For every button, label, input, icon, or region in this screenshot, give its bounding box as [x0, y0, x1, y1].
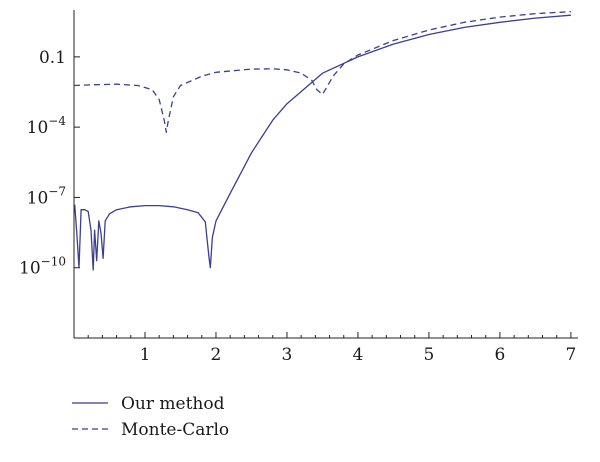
axes — [73, 10, 578, 339]
legend: Our method Monte-Carlo — [72, 394, 229, 440]
y-tick-label: 10−7 — [27, 184, 66, 208]
y-tick-label: 0.1 — [39, 48, 66, 68]
y-tick-label: 10−4 — [27, 114, 67, 138]
x-tick-label: 4 — [353, 345, 364, 365]
legend-label: Monte-Carlo — [121, 420, 229, 440]
x-tick-label: 3 — [282, 345, 293, 365]
x-tick-label: 2 — [211, 345, 222, 365]
y-ticks: 0.1 10−4 10−7 10−10 — [19, 48, 80, 339]
x-tick-label: 6 — [495, 345, 506, 365]
x-tick-label: 1 — [140, 345, 151, 365]
series-line-our-method — [74, 14, 571, 271]
legend-label: Our method — [121, 394, 225, 414]
series-line-monte-carlo — [73, 11, 571, 133]
x-tick-label: 5 — [424, 345, 435, 365]
y-tick-label: 10−10 — [19, 255, 66, 279]
series-lines — [73, 11, 571, 271]
x-ticks: 1 2 3 4 5 6 7 — [87, 332, 576, 365]
x-tick-label: 7 — [565, 345, 576, 365]
